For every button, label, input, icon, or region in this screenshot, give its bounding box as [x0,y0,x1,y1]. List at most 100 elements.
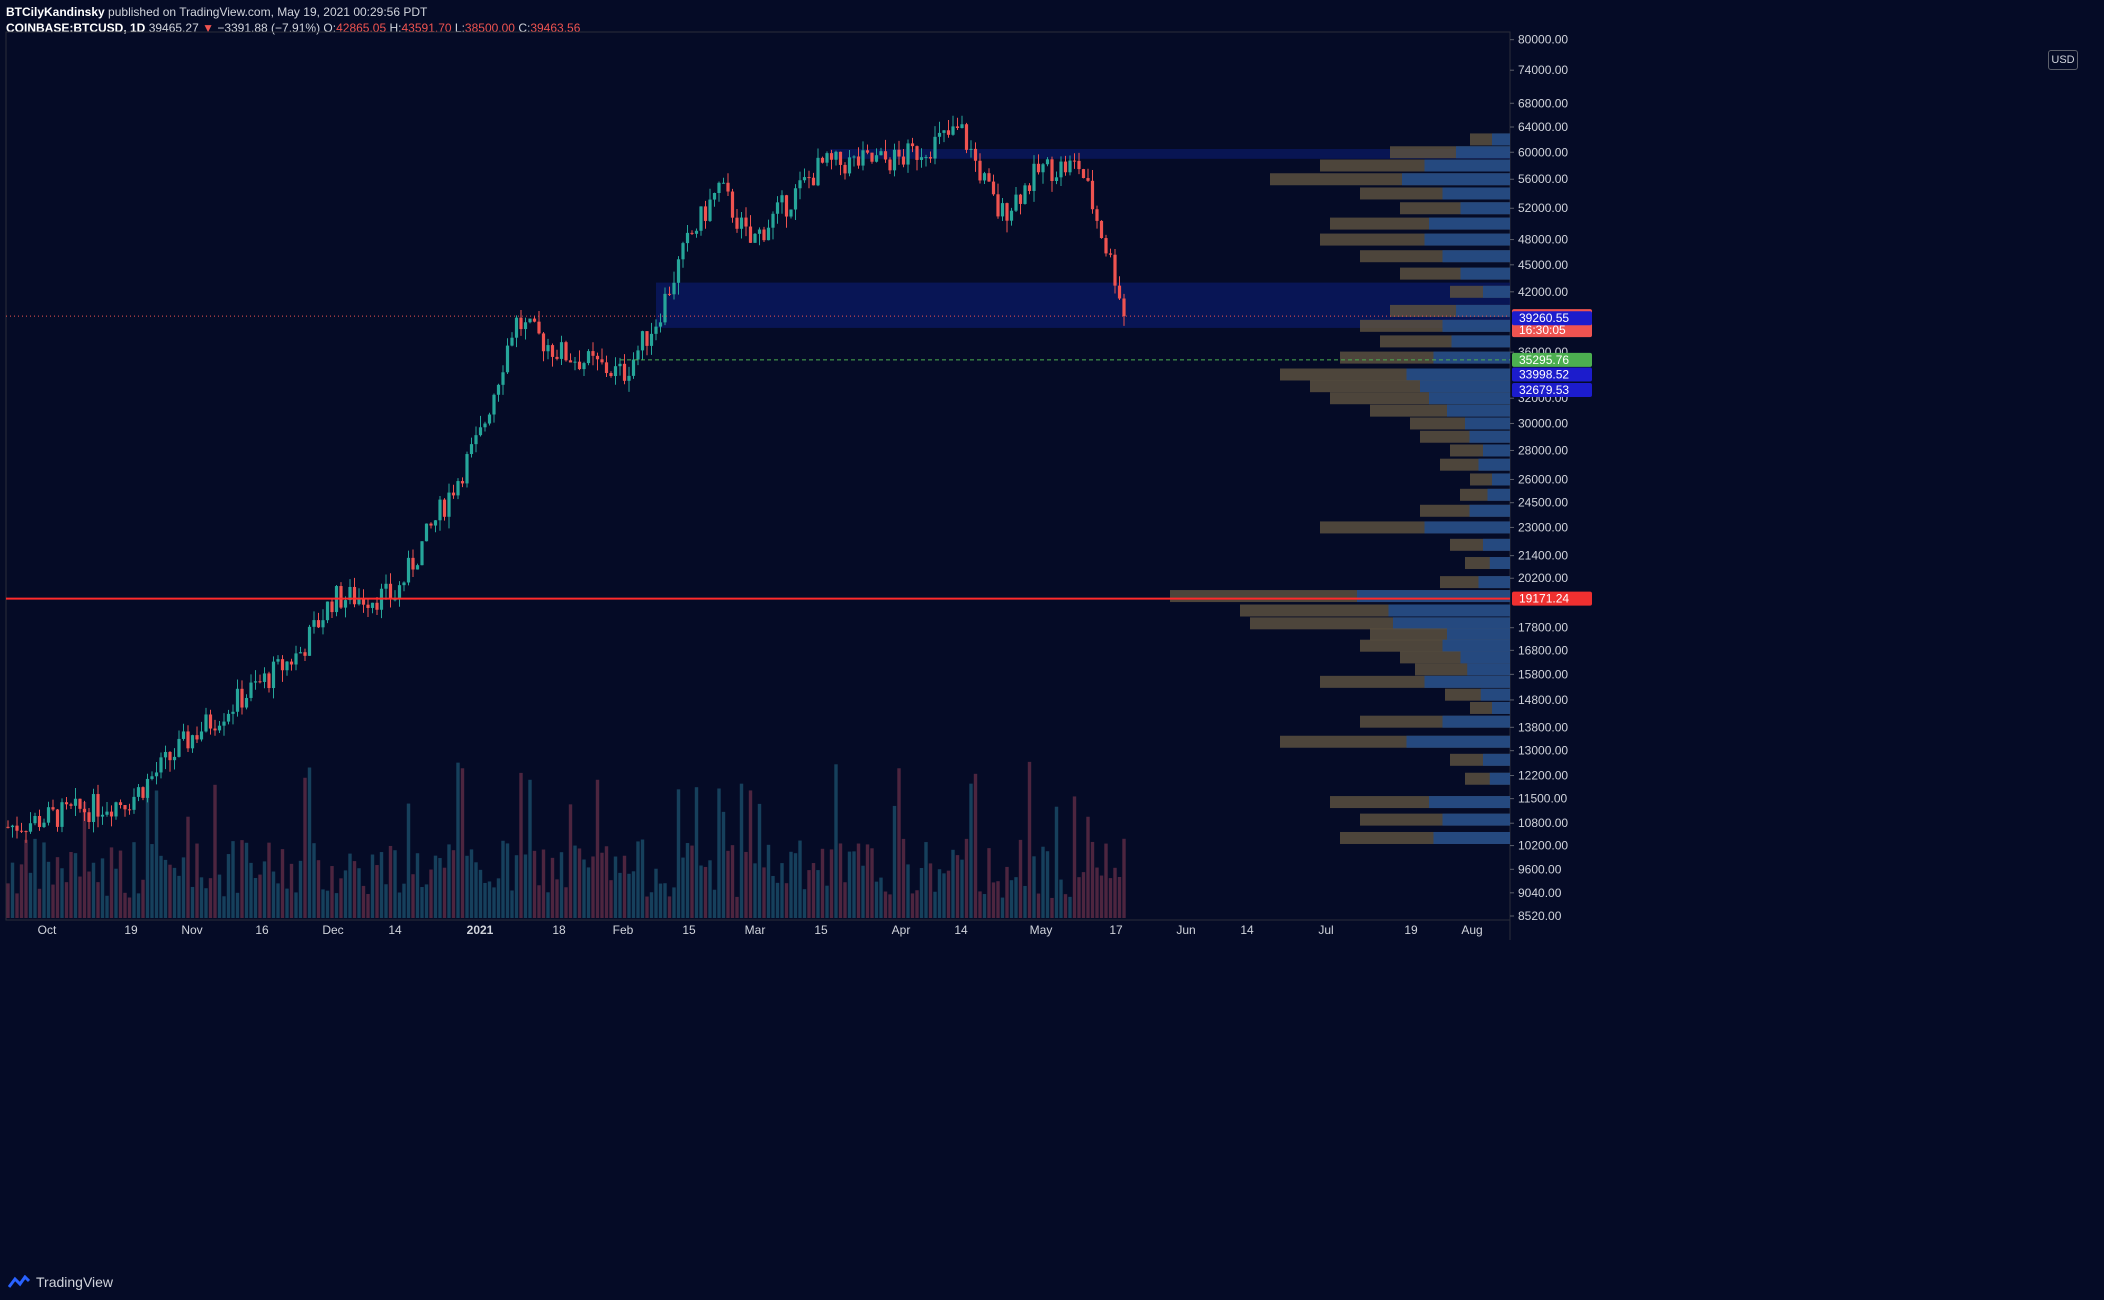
x-tick-label: 14 [1240,923,1254,937]
candle-body [586,351,591,364]
candle-body [703,206,708,221]
volume-bar [222,896,226,918]
volume-bar [865,844,870,918]
volume-bar [159,855,163,918]
candle-body [298,652,303,654]
candle-body [708,199,712,221]
candle-body [883,151,888,160]
candle-body [1072,160,1077,162]
volume-bar [1005,866,1009,918]
volume-bar [735,896,739,918]
candle-body [879,151,883,156]
candle-body [811,177,816,186]
candle-body [28,823,33,832]
profile-bar-up [1357,590,1510,603]
price-badge-label: 35295.76 [1519,353,1569,367]
candle-body [154,772,159,777]
volume-bar [258,874,262,918]
profile-bar-up [1442,250,1510,263]
volume-bar [73,853,78,918]
axes: Oct 19 Nov 16 Dec 14 2021 18 Feb 15 Mar 15 Apr 14 May 1… [38,33,1569,937]
currency-button[interactable]: USD [2048,50,2078,70]
volume-bar [303,777,307,918]
candle-body [222,721,226,726]
candle-body [100,814,105,817]
volume-bar [658,883,663,918]
volume-bar [676,789,681,918]
profile-bar-up [1406,735,1510,748]
volume-bar [114,868,118,918]
candle-body [204,714,208,732]
volume-bar [10,862,15,918]
profile-bar-up [1447,628,1510,641]
profile-bar-up [1465,417,1510,430]
y-tick-label: 12200.00 [1518,769,1568,783]
volume-bar [478,869,483,918]
candle-body [1041,164,1045,173]
candle-body [523,322,528,330]
price-chart[interactable]: Oct 19 Nov 16 Dec 14 2021 18 Feb 15 Mar 15 Apr 14 May 1… [0,0,2104,1264]
volume-bar [559,852,564,918]
volume-bar [150,844,154,918]
candle-body [987,173,991,182]
profile-bar-up [1388,604,1510,617]
candle-body [510,337,514,346]
volume-bar [928,863,933,918]
candle-body [915,146,919,160]
candle-body [339,586,343,608]
volume-bar [474,862,478,918]
candle-body [514,317,519,338]
volume-bar [334,893,339,918]
candle-body [892,149,897,171]
candle-body [1014,194,1018,211]
volume-bar [766,844,771,918]
volume-bar [771,875,775,918]
candle-body [253,681,258,683]
volume-bar [60,868,64,918]
profile-bar-up [1469,430,1510,443]
tradingview-logo[interactable]: TradingView [8,1274,113,1290]
volume-bar [285,888,289,918]
profile-bar-up [1467,663,1510,676]
x-tick-label: Feb [613,923,634,937]
profile-bar-up [1442,639,1510,652]
volume-bar [820,848,825,918]
volume-bar [744,851,748,918]
low-label: L: [454,21,465,35]
profile-bar-up [1492,133,1510,146]
candle-body [366,604,370,608]
volume-bar [100,858,105,918]
volume-bar [1009,880,1014,918]
volume-bar [91,862,96,918]
candle-body [667,293,672,295]
candle-body [1009,210,1014,221]
candle-body [150,776,154,779]
profile-bar-up [1433,831,1510,844]
x-tick-label: Nov [181,923,202,937]
profile-bar-up [1406,368,1510,381]
candle-body [181,731,186,739]
author-name[interactable]: BTCilyKandinsky [6,5,105,19]
candle-body [132,796,136,810]
volume-bar [699,865,703,918]
volume-bar [199,877,204,918]
volume-bar [784,883,789,918]
candle-body [393,599,397,601]
x-tick-label: Mar [745,923,766,937]
volume-bar [240,840,244,918]
profile-bar-up [1492,701,1510,714]
candle-body [951,126,955,135]
volume-bar [397,892,402,918]
publish-line: BTCilyKandinsky published on TradingView… [6,4,580,20]
candle-body [159,757,163,773]
volume-bar [654,868,658,918]
profile-bar-up [1483,444,1510,457]
candle-body [406,557,411,583]
candle-body [955,126,960,129]
candle-body [982,173,987,181]
candle-body [649,333,654,346]
volume-bar [208,878,213,918]
volume-bar [1068,896,1072,918]
candle-body [1095,209,1099,221]
candle-body [361,598,366,605]
